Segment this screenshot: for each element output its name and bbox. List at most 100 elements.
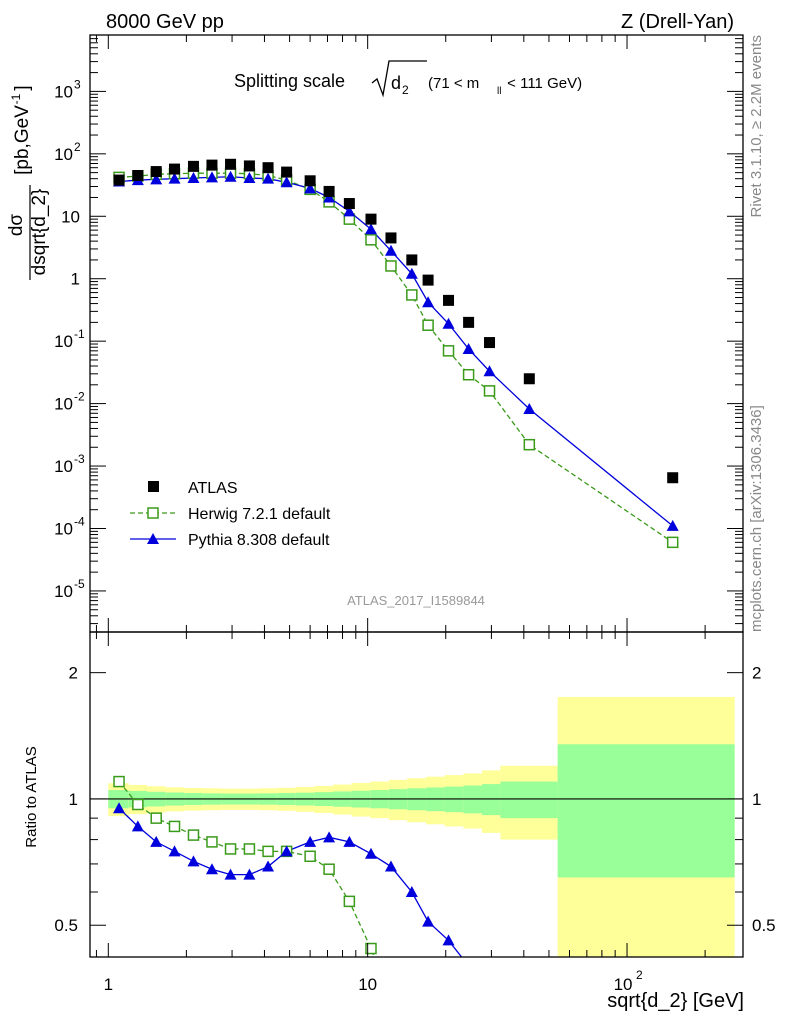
atlas-point [343,198,355,210]
herwig-ratio-point [304,850,316,863]
atlas-point [206,159,218,171]
band-inner [500,781,558,819]
atlas-point [243,160,255,172]
watermark: ATLAS_2017_I1589844 [347,593,485,608]
pythia-ratio-point [304,835,317,847]
pythia-line [118,176,674,527]
x-tick-label: 10 [614,975,633,994]
title-cut-sub: ll [497,86,501,97]
pythia-ratio-point [364,847,377,859]
atlas-point [406,254,418,266]
legend-item-herwig: Herwig 7.2.1 default [130,506,331,523]
legend-pythia-label: Pythia 8.308 default [188,532,330,549]
main-title: Splitting scale d 2 (71 < m ll < 111 GeV… [234,60,582,98]
y-tick-label: 10 [54,582,73,601]
atlas-point [365,213,377,225]
header-left: 8000 GeV pp [106,11,224,33]
atlas-point [281,166,293,178]
pythia-ratio-point [384,860,397,872]
pythia-point [422,296,435,308]
ratio-series [113,775,475,1006]
atlas-point [304,175,316,187]
herwig-point [483,385,496,397]
ratio-y-tick-label-right: 1 [752,790,761,809]
pythia-ratio-point [343,835,356,847]
herwig-ratio-point [262,845,274,858]
atlas-point [323,185,335,197]
rivet-label: Rivet 3.1.10, ≥ 2.2M events [748,35,765,218]
pythia-point [364,223,377,235]
y-tick-label: 1 [71,270,80,289]
herwig-point [365,234,377,246]
herwig-point [406,289,418,301]
ratio-frame [89,631,744,958]
y-tick-label-exp: -4 [74,514,85,528]
atlas-point [113,174,125,186]
y-tick-label-exp: 2 [74,140,81,154]
y-tick-label: 10 [61,207,80,226]
herwig-ratio-line [118,781,375,957]
legend: ATLAS Herwig 7.2.1 default Pythia 8.308 … [130,480,331,549]
herwig-ratio-point [386,996,396,1006]
pythia-ratio-point [422,915,435,927]
band-inner [482,784,501,816]
pythia-point [304,182,317,194]
herwig-ratio-point [365,942,377,955]
x-tick-label-exp: 2 [636,968,643,982]
ratio-ylabel: Ratio to ATLAS [23,746,40,847]
pythia-ratio-point [280,845,293,857]
pythia-ratio-point [168,845,181,857]
y-tick-label-exp: 3 [74,77,81,91]
pythia-ratio-point [463,960,475,971]
pythia-ratio-point [113,802,126,814]
pythia-ratio-point [323,831,336,843]
pythia-ratio-point [150,835,163,847]
herwig-ratio-point [113,775,125,788]
herwig-line [118,172,674,543]
legend-atlas-marker [148,481,159,492]
ratio-y-tick-label-right: 2 [752,664,761,683]
pythia-point [323,191,336,203]
ylabel-den: dsqrt{d_2} [29,189,50,276]
pythia-point [168,172,181,184]
ylabel-units: [pb,GeV [12,105,33,175]
y-tick-label: 10 [54,332,73,351]
y-tick-label-exp: -1 [74,327,85,341]
herwig-point [422,319,434,331]
atlas-point [225,158,237,170]
herwig-point [385,260,397,272]
y-tick-label: 10 [54,145,73,164]
pythia-ratio-line [118,807,463,957]
atlas-point [262,162,274,174]
pythia-point [262,172,275,184]
atlas-point [150,166,162,178]
title-sqrt: d [391,73,401,93]
pythia-ratio-point [405,886,418,898]
mcplots-label: mcplots.cern.ch [arXiv:1306.3436] [748,405,765,632]
pythia-point [523,402,536,414]
y-tick-label: 10 [54,519,73,538]
title-cut-end: < 111 GeV) [503,75,582,92]
pythia-point [243,172,256,184]
y-tick-label: 10 [54,82,73,101]
herwig-point [462,368,475,381]
title-cut: (71 < m [428,75,479,92]
legend-item-pythia: Pythia 8.308 default [130,532,330,549]
y-tick-label-exp: -3 [74,452,85,466]
ylabel-units-sup: -1 [9,93,23,104]
atlas-point [523,373,535,385]
herwig-ratio-point [343,895,356,908]
xlabel: sqrt{d_2} [GeV] [607,990,744,1012]
herwig-ratio-point [243,843,256,855]
pythia-point [405,267,418,279]
atlas-point [187,160,199,172]
pythia-ratio-point [131,820,144,832]
ratio-y-tick-label: 0.5 [54,916,78,935]
pythia-point [483,365,496,377]
title-main: Splitting scale [234,71,345,91]
pythia-ratio-point [187,855,200,867]
pythia-point [280,176,293,188]
pythia-point [384,244,397,256]
pythia-point [187,172,200,184]
